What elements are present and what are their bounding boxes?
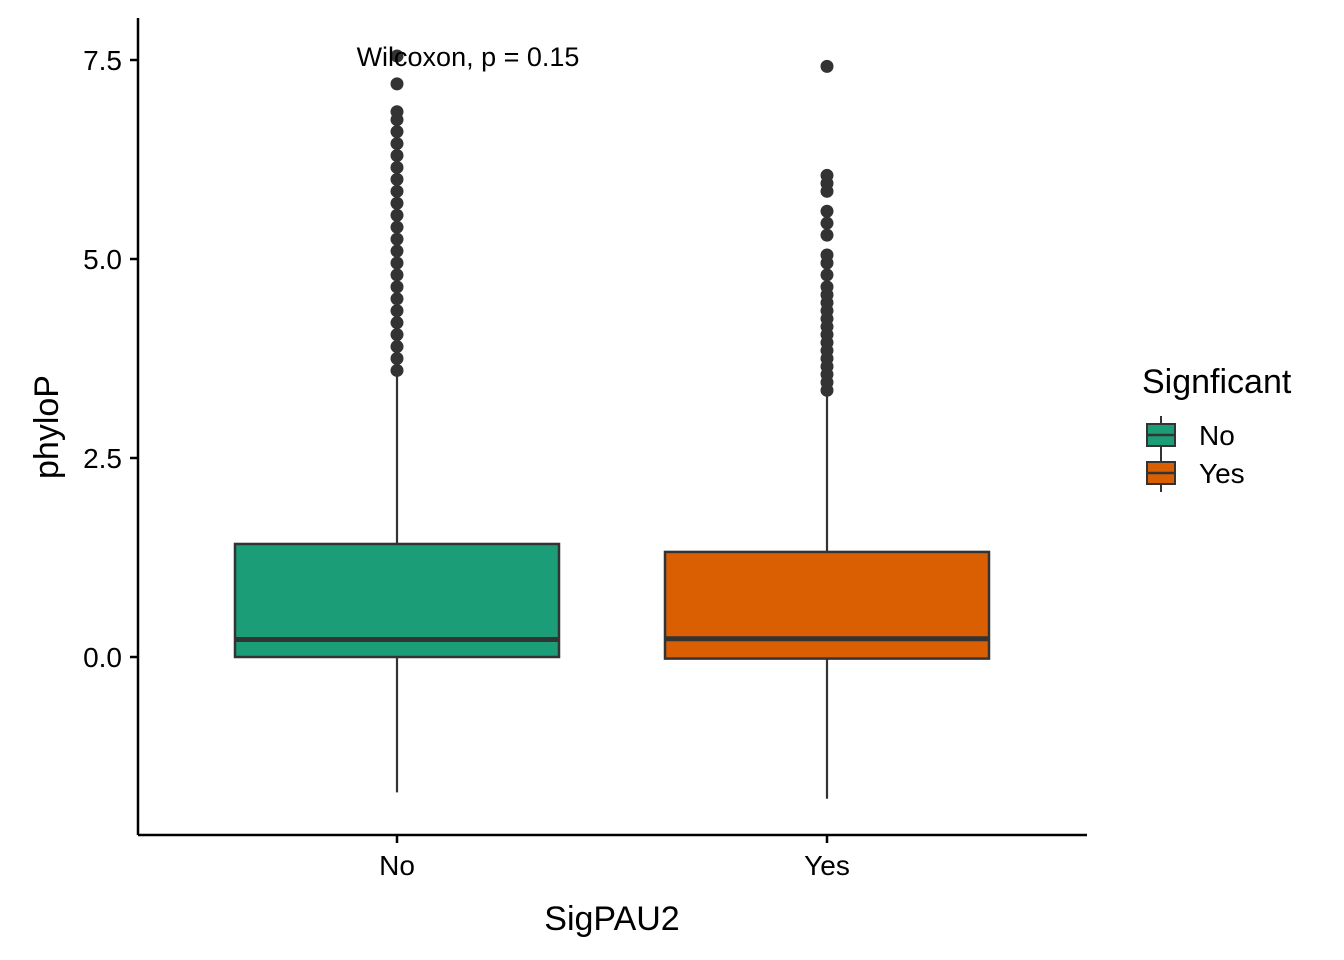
y-tick-label: 5.0 <box>83 244 122 275</box>
outlier-point <box>390 268 404 282</box>
outlier-point <box>820 59 834 73</box>
outlier-point <box>390 232 404 246</box>
x-tick-label: No <box>379 850 415 881</box>
box-no <box>233 49 561 793</box>
outlier-point <box>390 160 404 174</box>
legend-label: Yes <box>1199 458 1245 489</box>
outlier-point <box>390 256 404 270</box>
outlier-point <box>820 268 834 282</box>
outlier-point <box>390 184 404 198</box>
outlier-point <box>390 280 404 294</box>
outlier-point <box>390 105 404 119</box>
x-axis-title: SigPAU2 <box>544 900 679 938</box>
outlier-point <box>390 340 404 354</box>
wilcoxon-annotation: Wilcoxon, p = 0.15 <box>357 42 580 72</box>
outlier-point <box>390 220 404 234</box>
outlier-point <box>390 77 404 91</box>
outlier-point <box>820 248 834 262</box>
y-tick-label: 0.0 <box>83 642 122 673</box>
plot-area <box>233 49 991 799</box>
outlier-point <box>390 292 404 306</box>
legend-entries: No Yes <box>1146 416 1245 492</box>
outlier-point <box>390 304 404 318</box>
outlier-point <box>390 363 404 377</box>
outlier-point <box>820 280 834 294</box>
outlier-point <box>390 196 404 210</box>
x-axis-ticks: No Yes <box>379 835 850 881</box>
legend-item-yes: Yes <box>1146 454 1245 492</box>
outlier-point <box>390 352 404 365</box>
outlier-point <box>390 172 404 186</box>
outlier-point <box>390 328 404 342</box>
y-axis-title: phyloP <box>28 375 66 479</box>
y-axis-ticks: 0.0 2.5 5.0 7.5 <box>83 45 138 673</box>
legend: Signficant No Yes <box>1142 363 1292 492</box>
y-tick-label: 7.5 <box>83 45 122 76</box>
outlier-point <box>390 316 404 330</box>
outlier-point <box>390 208 404 222</box>
outlier-point <box>820 216 834 230</box>
iqr-box <box>663 550 991 660</box>
outlier-point <box>820 204 834 218</box>
outlier-point <box>820 168 834 182</box>
legend-label: No <box>1199 420 1235 451</box>
outlier-point <box>820 228 834 242</box>
x-tick-label: Yes <box>804 850 850 881</box>
outlier-point <box>390 125 404 139</box>
outlier-point <box>390 49 404 63</box>
outlier-point <box>390 149 404 163</box>
outlier-point <box>390 244 404 258</box>
y-tick-label: 2.5 <box>83 443 122 474</box>
legend-item-no: No <box>1146 416 1235 454</box>
box-yes <box>663 59 991 799</box>
outlier-point <box>390 137 404 151</box>
legend-title: Signficant <box>1142 363 1292 401</box>
